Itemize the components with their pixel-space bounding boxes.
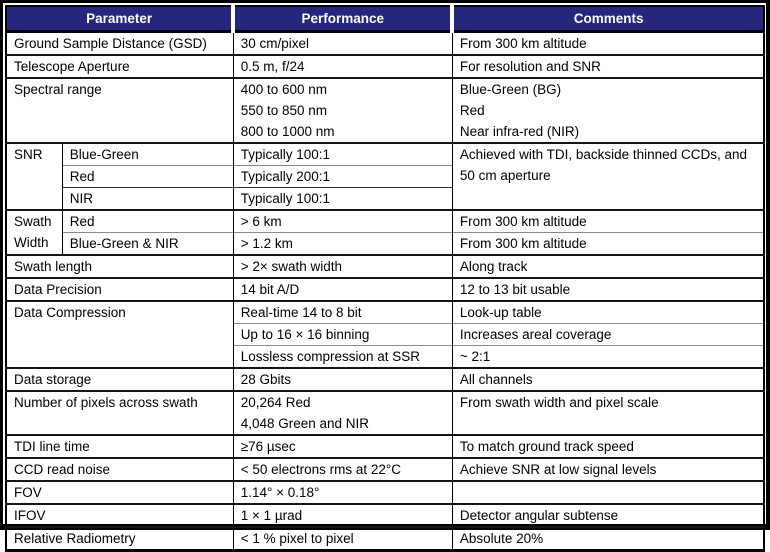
gsd-comments: From 300 km altitude	[451, 31, 764, 55]
header-parameter: Parameter	[6, 6, 234, 33]
row-compression-1: Data Compression Real-time 14 to 8 bit L…	[6, 300, 764, 368]
spectral-performance: 400 to 600 nm 550 to 850 nm 800 to 1000 …	[232, 77, 453, 143]
row-swath-bgnir: Blue-Green & NIR > 1.2 km From 300 km al…	[6, 232, 764, 255]
ccd-noise-performance: < 50 electrons rms at 22°C	[232, 457, 453, 481]
tdi-performance: ≥76 µsec	[232, 434, 453, 458]
swath-performance: > 6 km	[232, 209, 453, 233]
pixels-performance-line: 20,264 Red	[240, 395, 311, 410]
row-ifov: IFOV 1 × 1 µrad Detector angular subtens…	[6, 503, 764, 527]
fov-performance: 1.14° × 0.18°	[232, 480, 453, 504]
row-snr-red: Red Typically 200:1	[6, 165, 764, 188]
row-relative-radiometry: Relative Radiometry < 1 % pixel to pixel…	[6, 526, 764, 551]
row-data-precision: Data Precision 14 bit A/D 12 to 13 bit u…	[6, 277, 764, 301]
compression-comments: ~ 2:1	[451, 345, 764, 368]
spec-table: Parameter Performance Comments Ground Sa…	[5, 5, 765, 552]
tdi-parameter: TDI line time	[6, 434, 234, 458]
spectral-comments: Blue-Green (BG) Red Near infra-red (NIR)	[451, 77, 764, 143]
spectral-comments-line: Red	[459, 103, 485, 118]
header-performance: Performance	[231, 6, 453, 33]
swath-width-parameter: Swath Width	[6, 209, 63, 255]
data-precision-comments: 12 to 13 bit usable	[451, 277, 764, 301]
header-comments: Comments	[450, 6, 764, 33]
row-data-storage: Data storage 28 Gbits All channels	[6, 367, 764, 391]
snr-band: Blue-Green	[61, 142, 234, 166]
ifov-parameter: IFOV	[6, 503, 234, 527]
snr-comments: Achieved with TDI, backside thinned CCDs…	[451, 142, 764, 210]
fov-comments	[451, 480, 764, 504]
pixels-comments: From swath width and pixel scale	[451, 390, 764, 435]
row-spectral: Spectral range 400 to 600 nm 550 to 850 …	[6, 77, 764, 143]
snr-band: Red	[61, 165, 234, 188]
swath-band: Blue-Green & NIR	[61, 232, 234, 255]
gsd-performance: 30 cm/pixel	[232, 31, 453, 55]
pixels-parameter: Number of pixels across swath	[6, 390, 234, 435]
swath-band: Red	[61, 209, 234, 233]
data-precision-parameter: Data Precision	[6, 277, 234, 301]
row-snr-nir: NIR Typically 100:1	[6, 187, 764, 210]
swath-comments: From 300 km altitude	[451, 209, 764, 233]
spectral-performance-line: 400 to 600 nm	[240, 82, 328, 97]
radiometry-parameter: Relative Radiometry	[6, 526, 234, 551]
fov-parameter: FOV	[6, 480, 234, 504]
snr-comments-line: 50 cm aperture	[459, 168, 551, 183]
compression-comments: Increases areal coverage	[451, 323, 764, 346]
row-tdi: TDI line time ≥76 µsec To match ground t…	[6, 434, 764, 458]
snr-performance: Typically 100:1	[232, 187, 453, 210]
row-pixels: Number of pixels across swath 20,264 Red…	[6, 390, 764, 435]
compression-performance: Lossless compression at SSR	[232, 345, 453, 368]
swath-comments: From 300 km altitude	[451, 232, 764, 255]
header-row: Parameter Performance Comments	[6, 6, 764, 33]
spectral-performance-line: 550 to 850 nm	[240, 103, 328, 118]
swath-length-comments: Along track	[451, 254, 764, 278]
snr-band: NIR	[61, 187, 234, 210]
snr-parameter: SNR	[6, 142, 63, 210]
row-fov: FOV 1.14° × 0.18°	[6, 480, 764, 504]
data-storage-comments: All channels	[451, 367, 764, 391]
row-swath-length: Swath length > 2× swath width Along trac…	[6, 254, 764, 278]
row-snr-bluegreen: SNR Blue-Green Typically 100:1 Achieved …	[6, 142, 764, 210]
ccd-noise-parameter: CCD read noise	[6, 457, 234, 481]
row-swath-red: Swath Width Red > 6 km From 300 km altit…	[6, 209, 764, 255]
compression-performance: Up to 16 × 16 binning	[232, 323, 453, 346]
telescope-parameter: Telescope Aperture	[6, 54, 234, 78]
pixels-performance: 20,264 Red 4,048 Green and NIR	[232, 390, 453, 435]
radiometry-comments: Absolute 20%	[451, 526, 764, 551]
spectral-comments-line: Near infra-red (NIR)	[459, 124, 580, 139]
swath-performance: > 1.2 km	[232, 232, 453, 255]
swath-length-performance: > 2× swath width	[232, 254, 453, 278]
row-compression-3: Lossless compression at SSR ~ 2:1	[6, 345, 764, 368]
ifov-comments: Detector angular subtense	[451, 503, 764, 527]
telescope-performance: 0.5 m, f/24	[232, 54, 453, 78]
data-storage-parameter: Data storage	[6, 367, 234, 391]
row-ccd-noise: CCD read noise < 50 electrons rms at 22°…	[6, 457, 764, 481]
spectral-parameter: Spectral range	[6, 77, 234, 143]
ccd-noise-comments: Achieve SNR at low signal levels	[451, 457, 764, 481]
snr-performance: Typically 200:1	[232, 165, 453, 188]
data-storage-performance: 28 Gbits	[232, 367, 453, 391]
compression-comments: Look-up table	[451, 300, 764, 324]
snr-performance: Typically 100:1	[232, 142, 453, 166]
row-compression-2: Up to 16 × 16 binning Increases areal co…	[6, 323, 764, 346]
data-precision-performance: 14 bit A/D	[232, 277, 453, 301]
spectral-comments-line: Blue-Green (BG)	[459, 82, 562, 97]
radiometry-performance: < 1 % pixel to pixel	[232, 526, 453, 551]
snr-comments-line: Achieved with TDI, backside thinned CCDs…	[459, 147, 747, 162]
swath-length-parameter: Swath length	[6, 254, 234, 278]
spectral-performance-line: 800 to 1000 nm	[240, 124, 335, 139]
gsd-parameter: Ground Sample Distance (GSD)	[14, 36, 207, 51]
row-gsd: Ground Sample Distance (GSD) 30 cm/pixel…	[6, 31, 764, 55]
pixels-performance-line: 4,048 Green and NIR	[240, 416, 370, 431]
ifov-performance: 1 × 1 µrad	[232, 503, 453, 527]
row-telescope: Telescope Aperture 0.5 m, f/24 For resol…	[6, 54, 764, 78]
data-compression-parameter: Data Compression	[6, 300, 234, 368]
tdi-comments: To match ground track speed	[451, 434, 764, 458]
telescope-comments: For resolution and SNR	[451, 54, 764, 78]
compression-performance: Real-time 14 to 8 bit	[232, 300, 453, 324]
